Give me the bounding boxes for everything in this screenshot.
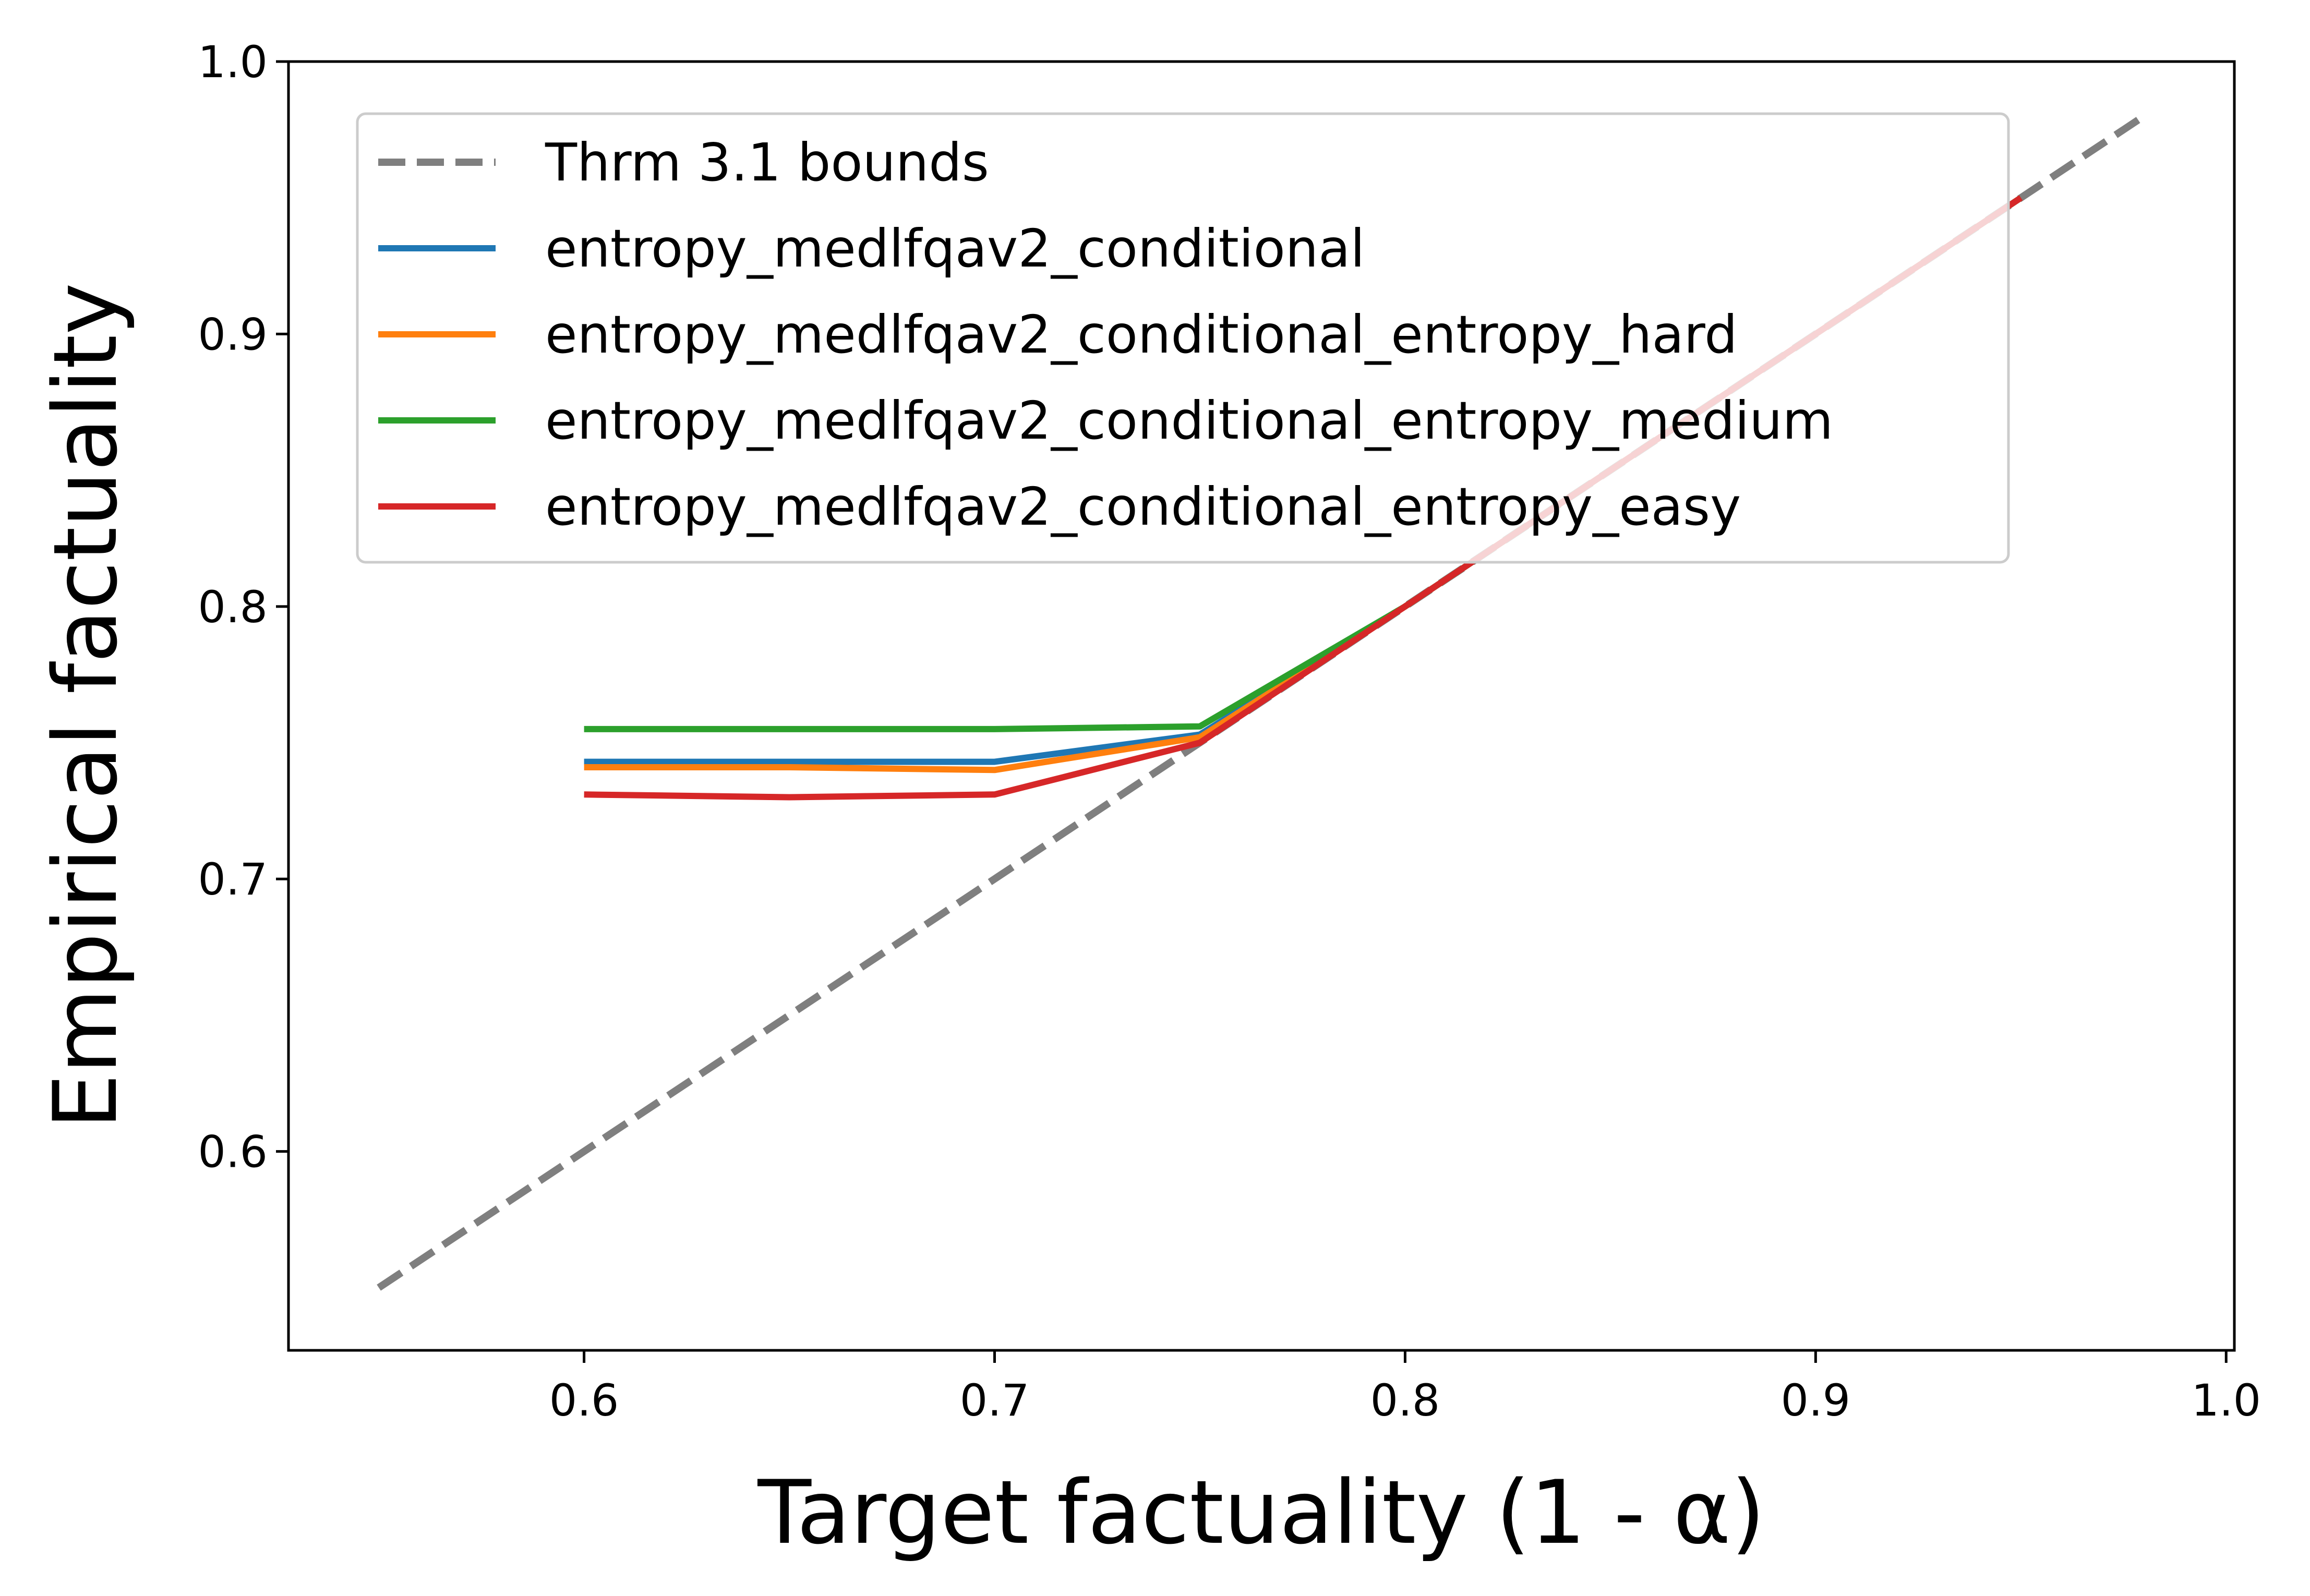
x-tick-label: 0.8 <box>1370 1375 1440 1426</box>
y-tick-label: 0.6 <box>198 1127 268 1178</box>
legend-label-4: entropy_medlfqav2_conditional_entropy_ea… <box>545 476 1741 537</box>
x-axis: 0.6 0.7 0.8 0.9 1.0 <box>549 1350 2261 1426</box>
y-tick-label: 0.9 <box>198 309 268 360</box>
legend-label-0: Thrm 3.1 bounds <box>545 132 989 193</box>
legend-label-1: entropy_medlfqav2_conditional <box>545 218 1365 279</box>
legend-label-3: entropy_medlfqav2_conditional_entropy_me… <box>545 390 1833 451</box>
x-axis-title: Target factuality (1 - α) <box>757 1461 1765 1564</box>
y-tick-label: 1.0 <box>198 37 268 88</box>
legend-label-2: entropy_medlfqav2_conditional_entropy_ha… <box>545 304 1738 365</box>
y-axis: 0.6 0.7 0.8 0.9 1.0 <box>198 37 288 1178</box>
x-tick-label: 0.9 <box>1781 1375 1851 1426</box>
x-tick-label: 0.6 <box>549 1375 619 1426</box>
legend: Thrm 3.1 bounds entropy_medlfqav2_conditi… <box>356 112 2010 564</box>
y-tick-label: 0.7 <box>198 854 268 905</box>
y-tick-label: 0.8 <box>198 582 268 633</box>
y-axis-title: Empirical factuality <box>34 283 137 1129</box>
legend-box <box>356 112 2010 564</box>
x-tick-label: 1.0 <box>2191 1375 2261 1426</box>
plot-frame <box>287 60 2236 1352</box>
x-tick-label: 0.7 <box>960 1375 1030 1426</box>
